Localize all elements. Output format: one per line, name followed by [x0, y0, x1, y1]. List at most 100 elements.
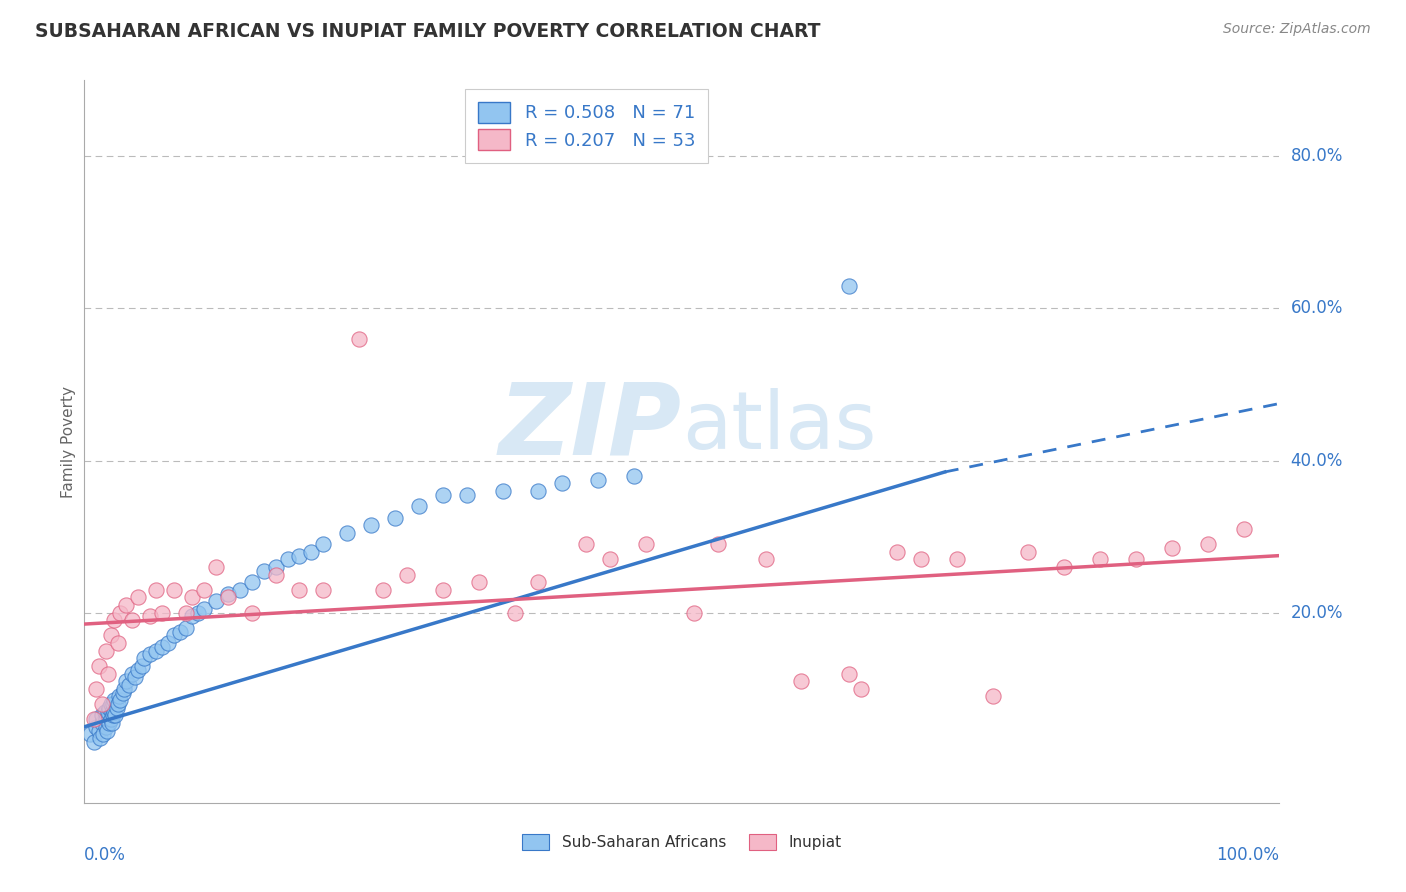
Point	[157, 636, 180, 650]
Point	[110, 606, 132, 620]
Text: 0.0%: 0.0%	[84, 847, 127, 864]
Point	[107, 636, 129, 650]
Point	[336, 525, 359, 540]
Point	[107, 697, 129, 711]
Point	[121, 666, 143, 681]
Text: Source: ZipAtlas.com: Source: ZipAtlas.com	[1223, 22, 1371, 37]
Point	[360, 518, 382, 533]
Point	[91, 697, 114, 711]
Point	[1053, 560, 1076, 574]
Point	[127, 663, 149, 677]
Point	[131, 659, 153, 673]
Point	[181, 591, 204, 605]
Point	[886, 545, 908, 559]
Text: 20.0%: 20.0%	[1291, 604, 1343, 622]
Legend: Sub-Saharan Africans, Inupiat: Sub-Saharan Africans, Inupiat	[516, 829, 848, 856]
Point	[145, 643, 167, 657]
Point	[790, 674, 813, 689]
Y-axis label: Family Poverty: Family Poverty	[60, 385, 76, 498]
Point	[100, 697, 122, 711]
Point	[264, 560, 287, 574]
Point	[456, 488, 478, 502]
Point	[124, 670, 146, 684]
Point	[174, 621, 197, 635]
Point	[83, 712, 105, 726]
Point	[111, 685, 134, 699]
Point	[145, 582, 167, 597]
Point	[527, 483, 550, 498]
Point	[240, 575, 263, 590]
Point	[181, 609, 204, 624]
Point	[86, 712, 108, 726]
Point	[94, 712, 117, 726]
Point	[174, 606, 197, 620]
Point	[229, 582, 252, 597]
Point	[97, 705, 120, 719]
Point	[86, 681, 108, 696]
Point	[103, 613, 125, 627]
Text: 60.0%: 60.0%	[1291, 300, 1343, 318]
Point	[503, 606, 526, 620]
Point	[981, 690, 1004, 704]
Point	[93, 705, 115, 719]
Point	[87, 659, 110, 673]
Point	[87, 723, 110, 738]
Point	[104, 708, 127, 723]
Point	[205, 594, 228, 608]
Point	[217, 587, 239, 601]
Point	[1090, 552, 1112, 566]
Point	[683, 606, 706, 620]
Point	[79, 727, 101, 741]
Point	[94, 720, 117, 734]
Point	[527, 575, 550, 590]
Point	[150, 606, 173, 620]
Point	[163, 582, 186, 597]
Point	[599, 552, 621, 566]
Point	[575, 537, 598, 551]
Point	[288, 582, 311, 597]
Point	[193, 582, 215, 597]
Point	[101, 697, 124, 711]
Point	[1197, 537, 1219, 551]
Point	[301, 545, 323, 559]
Point	[277, 552, 299, 566]
Point	[103, 693, 125, 707]
Point	[312, 582, 335, 597]
Point	[1161, 541, 1184, 555]
Point	[851, 681, 873, 696]
Point	[91, 708, 114, 723]
Point	[105, 700, 128, 714]
Point	[96, 723, 118, 738]
Point	[551, 476, 574, 491]
Point	[946, 552, 969, 566]
Point	[97, 712, 120, 726]
Point	[755, 552, 778, 566]
Point	[86, 720, 108, 734]
Point	[100, 712, 122, 726]
Point	[253, 564, 276, 578]
Point	[117, 678, 139, 692]
Point	[707, 537, 730, 551]
Point	[432, 488, 454, 502]
Point	[432, 582, 454, 597]
Point	[396, 567, 419, 582]
Point	[110, 693, 132, 707]
Point	[468, 575, 491, 590]
Point	[93, 727, 115, 741]
Point	[838, 666, 860, 681]
Point	[112, 681, 135, 696]
Point	[101, 705, 124, 719]
Point	[384, 510, 406, 524]
Point	[838, 278, 860, 293]
Point	[150, 640, 173, 654]
Point	[163, 628, 186, 642]
Point	[103, 705, 125, 719]
Point	[264, 567, 287, 582]
Point	[91, 715, 114, 730]
Point	[108, 690, 131, 704]
Point	[193, 602, 215, 616]
Point	[1018, 545, 1040, 559]
Point	[588, 473, 610, 487]
Point	[1125, 552, 1147, 566]
Point	[101, 715, 124, 730]
